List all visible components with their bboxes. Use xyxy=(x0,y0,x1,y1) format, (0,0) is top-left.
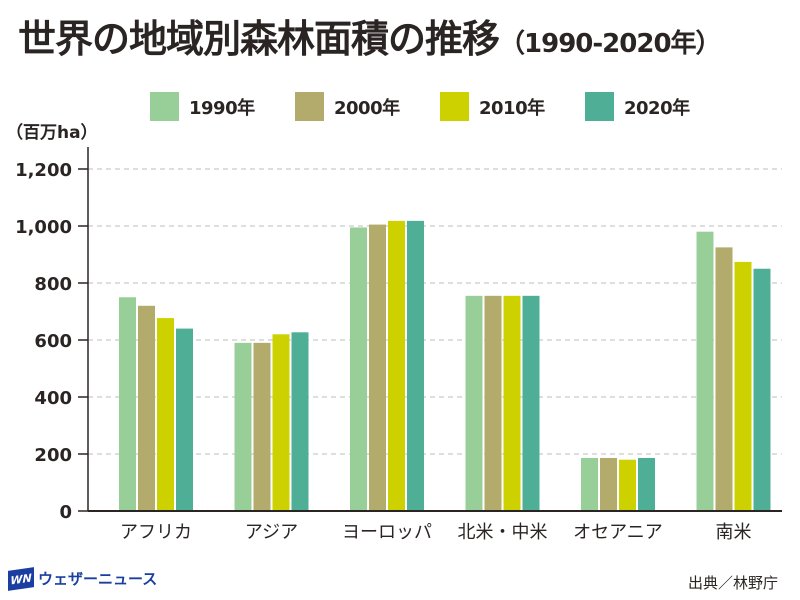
bar-2010 xyxy=(734,261,752,511)
bar-2000 xyxy=(369,224,386,511)
bar-2020 xyxy=(753,268,771,511)
x-tick-label: 北米・中米 xyxy=(458,522,548,543)
x-tick-label: アフリカ xyxy=(120,522,192,543)
bar-2020 xyxy=(291,332,309,511)
y-tick-label: 800 xyxy=(34,274,72,295)
bar-2000 xyxy=(600,457,617,511)
x-tick-label: アジア xyxy=(245,522,298,543)
x-tick-label: オセアニア xyxy=(573,522,663,543)
y-tick-label: 1,000 xyxy=(15,217,72,238)
y-tick-label: 1,200 xyxy=(15,160,72,181)
legend-label-2000: 2000年 xyxy=(334,97,400,119)
bar-2010 xyxy=(272,334,290,511)
legend-item-2000: 2000年 xyxy=(295,92,440,121)
bar-2000 xyxy=(253,342,271,511)
bar-2000 xyxy=(715,247,733,511)
weathernews-logo: WN ウェザーニュース xyxy=(8,566,158,591)
legend-label-1990: 1990年 xyxy=(189,97,255,119)
chart-title-period: （1990-2020年） xyxy=(499,29,722,59)
bar-2020 xyxy=(407,220,424,511)
bar-2010 xyxy=(157,318,174,511)
legend-swatch-1990 xyxy=(150,92,179,121)
bar-2000 xyxy=(138,305,155,511)
bar-2020 xyxy=(176,328,193,511)
bar-2020 xyxy=(522,295,540,511)
bar-1990 xyxy=(350,227,367,512)
bar-1990 xyxy=(581,457,598,511)
chart-title: 世界の地域別森林面積の推移（1990-2020年） xyxy=(18,8,722,63)
x-tick-label: 南米 xyxy=(716,522,752,543)
legend-swatch-2000 xyxy=(295,92,324,121)
bar-1990 xyxy=(234,342,252,511)
legend-label-2020: 2020年 xyxy=(624,97,690,119)
bar-2010 xyxy=(619,459,636,511)
y-tick-label: 0 xyxy=(59,502,72,523)
bar-2010 xyxy=(503,295,521,511)
y-tick-label: 600 xyxy=(34,331,72,352)
legend-item-2020: 2020年 xyxy=(585,92,730,121)
legend: 1990年 2000年 2010年 2020年 xyxy=(150,92,730,121)
bar-2020 xyxy=(638,457,655,511)
bar-2000 xyxy=(484,295,502,511)
legend-swatch-2010 xyxy=(440,92,469,121)
y-tick-label: 200 xyxy=(34,445,72,466)
bar-1990 xyxy=(119,297,136,511)
brand-name: ウェザーニュース xyxy=(38,570,158,588)
weathernews-logo-icon: WN xyxy=(8,566,34,591)
legend-item-2010: 2010年 xyxy=(440,92,585,121)
bar-2010 xyxy=(388,220,405,511)
bar-1990 xyxy=(696,231,714,511)
y-tick-label: 400 xyxy=(34,388,72,409)
y-axis-unit-label: （百万ha） xyxy=(6,123,98,143)
x-tick-label: ヨーロッパ xyxy=(342,522,432,543)
legend-label-2010: 2010年 xyxy=(479,97,545,119)
data-source: 出典／林野庁 xyxy=(687,574,778,592)
bar-1990 xyxy=(465,295,483,511)
legend-swatch-2020 xyxy=(585,92,614,121)
chart-title-main: 世界の地域別森林面積の推移 xyxy=(18,17,500,61)
legend-item-1990: 1990年 xyxy=(150,92,295,121)
